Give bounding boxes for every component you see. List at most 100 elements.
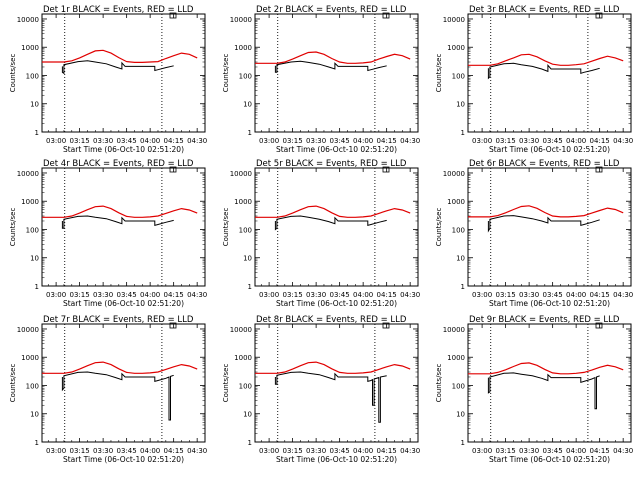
- y-tick-label: 10: [30, 411, 39, 419]
- x-tick-label: 04:00: [353, 447, 373, 455]
- lld-series-line: [468, 205, 624, 218]
- x-tick-label: 03:15: [496, 137, 516, 145]
- x-tick-label: 03:45: [330, 447, 350, 455]
- x-tick-label: 04:30: [187, 291, 207, 299]
- y-tick-label: 1000: [21, 44, 39, 52]
- lld-series-line: [255, 51, 411, 64]
- x-tick-label: 03:00: [46, 291, 66, 299]
- x-tick-label: 03:00: [472, 137, 492, 145]
- panel-title: Det 2r BLACK = Events, RED = LLD: [256, 5, 407, 15]
- x-tick-label: 04:15: [590, 291, 610, 299]
- y-tick-label: 1000: [234, 354, 252, 362]
- events-series-line: [61, 215, 174, 229]
- panel-title: Det 6r BLACK = Events, RED = LLD: [469, 159, 620, 169]
- x-tick-label: 03:00: [46, 137, 66, 145]
- detector-panel-1: Det 1r BLACK = Events, RED = LLD 03:00 03:…: [9, 5, 207, 154]
- panel-title: Det 4r BLACK = Events, RED = LLD: [43, 159, 194, 169]
- x-tick-label: 03:00: [46, 447, 66, 455]
- x-tick-label: 03:00: [259, 291, 279, 299]
- y-tick-label: 1000: [234, 44, 252, 52]
- y-tick-label: 10000: [443, 16, 465, 24]
- y-tick-label: 100: [452, 382, 465, 390]
- y-tick-label: 1: [35, 283, 39, 291]
- title-marker-box: [169, 12, 177, 19]
- detector-panel-3: Det 3r BLACK = Events, RED = LLD 03:00 03:…: [435, 5, 633, 154]
- panel-title: Det 3r BLACK = Events, RED = LLD: [469, 5, 620, 15]
- lld-series-line: [468, 362, 624, 375]
- detector-panel-5: Det 5r BLACK = Events, RED = LLD 03:00 03:…: [222, 159, 420, 308]
- y-tick-label: 100: [26, 382, 39, 390]
- y-tick-label: 1: [35, 439, 39, 447]
- y-tick-label: 100: [239, 382, 252, 390]
- x-tick-label: 04:15: [377, 447, 397, 455]
- plot-frame: [41, 323, 206, 443]
- y-axis-label: Counts/sec: [222, 364, 230, 403]
- y-tick-label: 1: [461, 283, 465, 291]
- panel-title: Det 5r BLACK = Events, RED = LLD: [256, 159, 407, 169]
- plot-frame: [254, 167, 419, 287]
- events-series-line: [274, 215, 387, 231]
- y-tick-label: 1000: [447, 198, 465, 206]
- plot-frame: [254, 13, 419, 133]
- plot-frame: [467, 13, 632, 133]
- y-tick-label: 100: [239, 72, 252, 80]
- plot-frame: [41, 13, 206, 133]
- panel-title: Det 9r BLACK = Events, RED = LLD: [469, 315, 620, 325]
- y-axis-label: Counts/sec: [222, 208, 230, 247]
- y-tick-label: 100: [239, 226, 252, 234]
- panel-title: Det 8r BLACK = Events, RED = LLD: [256, 315, 407, 325]
- x-tick-label: 04:30: [400, 447, 420, 455]
- y-tick-label: 10000: [17, 326, 39, 334]
- x-tick-label: 04:00: [140, 447, 160, 455]
- x-tick-label: 04:00: [566, 447, 586, 455]
- x-tick-label: 03:15: [70, 447, 90, 455]
- detector-panel-4: Det 4r BLACK = Events, RED = LLD 03:00 03:…: [9, 159, 207, 308]
- title-marker-box: [595, 12, 603, 19]
- y-tick-label: 10000: [443, 326, 465, 334]
- title-marker-box: [382, 322, 390, 329]
- x-tick-label: 04:00: [353, 137, 373, 145]
- x-tick-label: 04:00: [566, 137, 586, 145]
- x-tick-label: 03:00: [259, 447, 279, 455]
- events-series-line: [487, 215, 600, 233]
- x-tick-label: 03:15: [70, 137, 90, 145]
- x-tick-label: 03:45: [543, 447, 563, 455]
- title-marker-box: [595, 166, 603, 173]
- x-axis-label: Start Time (06-Oct-10 02:51:20): [63, 299, 184, 308]
- events-series-line: [274, 371, 387, 423]
- x-tick-label: 04:15: [590, 137, 610, 145]
- y-tick-label: 1: [248, 439, 252, 447]
- y-tick-label: 1: [461, 129, 465, 137]
- events-series-line: [487, 372, 600, 410]
- x-tick-label: 03:45: [330, 291, 350, 299]
- y-tick-label: 10000: [443, 170, 465, 178]
- x-tick-label: 03:30: [519, 447, 539, 455]
- x-tick-label: 04:30: [613, 447, 633, 455]
- x-tick-label: 03:45: [330, 137, 350, 145]
- x-tick-label: 03:30: [93, 291, 113, 299]
- y-tick-label: 100: [452, 226, 465, 234]
- x-tick-label: 03:30: [93, 137, 113, 145]
- x-tick-label: 03:00: [259, 137, 279, 145]
- events-series-line: [487, 62, 600, 80]
- y-tick-label: 10000: [230, 16, 252, 24]
- detector-panel-7: Det 7r BLACK = Events, RED = LLD 03:00 03:…: [9, 315, 207, 464]
- x-tick-label: 03:15: [496, 291, 516, 299]
- x-tick-label: 03:15: [283, 291, 303, 299]
- x-tick-label: 04:15: [164, 291, 184, 299]
- x-tick-label: 04:15: [164, 447, 184, 455]
- x-tick-label: 03:15: [283, 137, 303, 145]
- y-tick-label: 1: [35, 129, 39, 137]
- x-tick-label: 03:30: [93, 447, 113, 455]
- plot-frame: [467, 323, 632, 443]
- y-axis-label: Counts/sec: [435, 364, 443, 403]
- x-tick-label: 04:30: [400, 137, 420, 145]
- y-tick-label: 10: [30, 101, 39, 109]
- detector-panel-8: Det 8r BLACK = Events, RED = LLD 03:00 03:…: [222, 315, 420, 464]
- y-tick-label: 10: [243, 411, 252, 419]
- title-marker-box: [169, 166, 177, 173]
- x-tick-label: 04:15: [590, 447, 610, 455]
- lld-series-line: [255, 205, 411, 218]
- title-marker-box: [382, 166, 390, 173]
